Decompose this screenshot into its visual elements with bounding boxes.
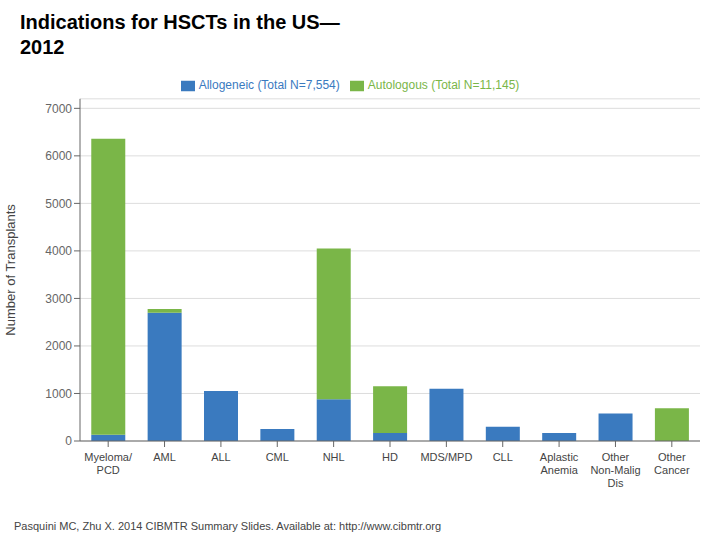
- svg-text:6000: 6000: [45, 149, 72, 163]
- svg-text:4000: 4000: [45, 244, 72, 258]
- html-text:2012: 2012: [20, 36, 65, 58]
- svg-text:AplasticAnemia: AplasticAnemia: [540, 451, 579, 476]
- svg-text:HD: HD: [382, 451, 398, 463]
- svg-text:3000: 3000: [45, 292, 72, 306]
- svg-text:Myeloma/PCD: Myeloma/PCD: [84, 451, 133, 476]
- svg-text:AML: AML: [153, 451, 176, 463]
- html-text:Indications for HSCTs in the U: Indications for HSCTs in the US—: [20, 11, 340, 33]
- svg-text:2000: 2000: [45, 339, 72, 353]
- svg-text:0: 0: [65, 434, 72, 448]
- svg-text:5000: 5000: [45, 197, 72, 211]
- svg-text:1000: 1000: [45, 387, 72, 401]
- svg-text:OtherCancer: OtherCancer: [654, 451, 690, 476]
- svg-text:ALL: ALL: [211, 451, 231, 463]
- html-text:Autologous (Total N=11,145): Autologous (Total N=11,145): [367, 78, 520, 92]
- svg-text:CML: CML: [266, 451, 289, 463]
- svg-text:7000: 7000: [45, 102, 72, 116]
- html-text:Allogeneic (Total N=7,554): Allogeneic (Total N=7,554): [198, 78, 340, 92]
- svg-text:MDS/MPD: MDS/MPD: [420, 451, 472, 463]
- svg-text:OtherNon-MaligDis: OtherNon-MaligDis: [590, 451, 640, 489]
- html-text:Pasquini MC, Zhu X. 2014 CIBMT: Pasquini MC, Zhu X. 2014 CIBMTR Summary …: [14, 520, 442, 532]
- svg-text:CLL: CLL: [493, 451, 513, 463]
- svg-text:Number of Transplants: Number of Transplants: [8, 204, 18, 336]
- svg-text:NHL: NHL: [323, 451, 345, 463]
